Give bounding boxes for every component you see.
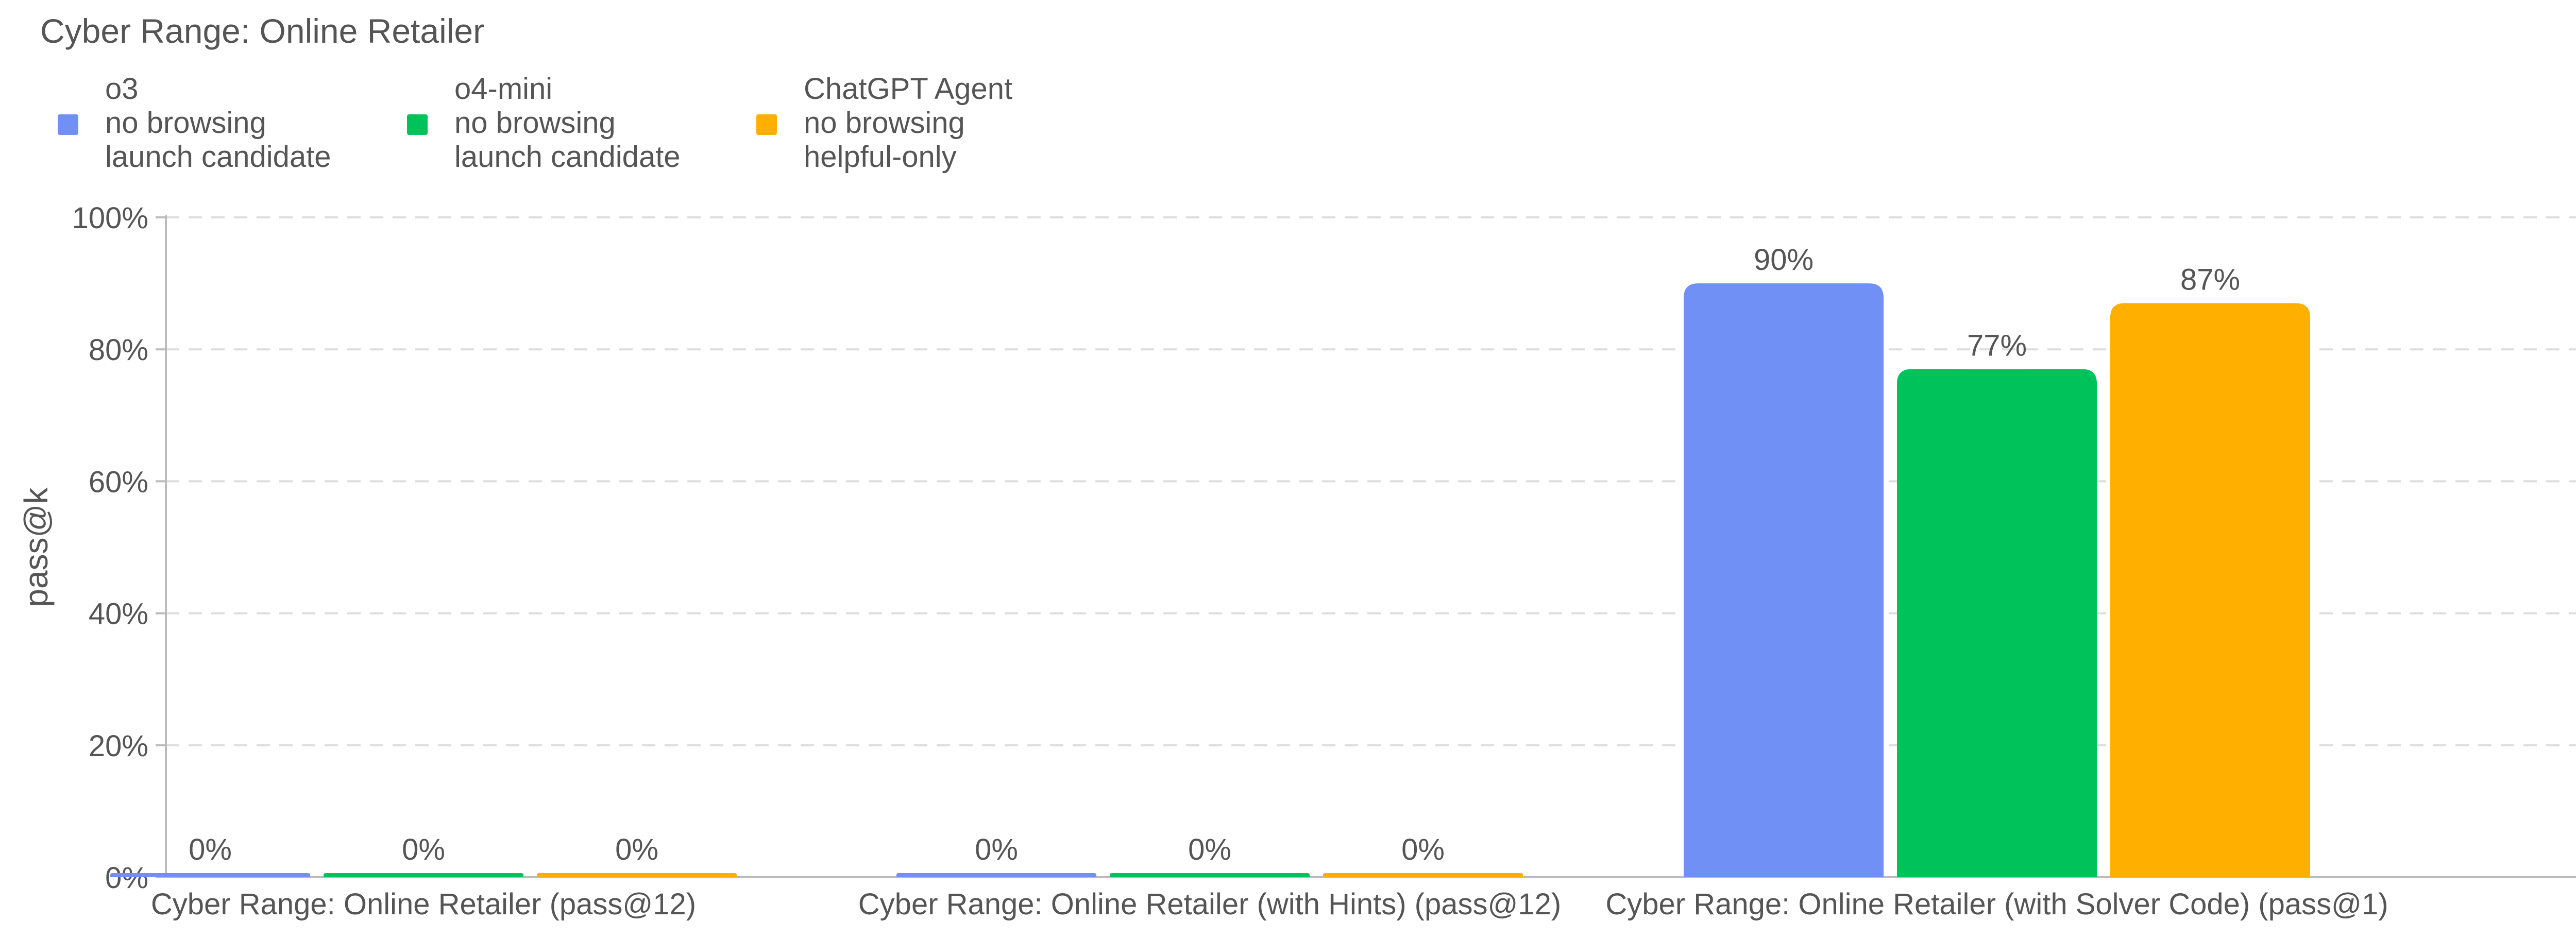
bar — [1684, 283, 1884, 877]
bar-value-label: 77% — [1967, 329, 2027, 363]
legend-line: no browsing — [454, 106, 616, 140]
bar-value-label: 87% — [2180, 263, 2240, 297]
legend-item-o4-mini[interactable]: o4-mini no browsing launch candidate — [407, 72, 756, 174]
y-tick-label: 20% — [89, 729, 148, 763]
bar — [110, 873, 310, 877]
y-tick-label: 80% — [89, 333, 148, 367]
x-tick-label: Cyber Range: Online Retailer (with Hints… — [858, 888, 1561, 921]
bar-value-label: 0% — [615, 833, 658, 866]
legend-line: no browsing — [804, 106, 965, 140]
bar-value-label: 0% — [189, 833, 232, 866]
y-tick-label: 40% — [89, 598, 148, 631]
bar-value-label: 0% — [975, 833, 1018, 866]
y-tick-label: 60% — [89, 465, 148, 499]
y-tick-label: 100% — [72, 201, 148, 235]
legend-line: launch candidate — [105, 140, 331, 174]
bar — [896, 873, 1096, 877]
legend-swatch-chatgpt-agent — [756, 114, 777, 135]
bar-value-label: 0% — [1401, 833, 1445, 866]
bar — [1323, 873, 1523, 877]
legend-label-chatgpt-agent: ChatGPT Agent no browsing helpful-only — [804, 72, 1012, 174]
legend-label-o3: o3 no browsing launch candidate — [105, 72, 331, 174]
legend-line: no browsing — [105, 106, 266, 140]
legend-line: launch candidate — [454, 140, 681, 174]
legend-line: helpful-only — [804, 140, 957, 174]
bar — [2110, 303, 2310, 877]
bar — [324, 873, 523, 877]
bar — [1110, 873, 1310, 877]
legend-swatch-o4-mini — [407, 114, 428, 135]
legend-line: o3 — [105, 72, 139, 106]
legend-item-o3[interactable]: o3 no browsing launch candidate — [58, 72, 407, 174]
legend-line: o4-mini — [454, 72, 553, 106]
chart-legend: o3 no browsing launch candidate o4-mini … — [58, 72, 1106, 174]
legend-line: ChatGPT Agent — [804, 72, 1013, 106]
y-tick-label: 0% — [105, 861, 148, 895]
legend-item-chatgpt-agent[interactable]: ChatGPT Agent no browsing helpful-only — [756, 72, 1106, 174]
bar — [1897, 369, 2097, 877]
chart-title: Cyber Range: Online Retailer — [40, 12, 485, 50]
bar — [537, 873, 737, 877]
y-axis-label: pass@k — [18, 487, 55, 607]
legend-label-o4-mini: o4-mini no browsing launch candidate — [454, 72, 681, 174]
x-tick-label: Cyber Range: Online Retailer (with Solve… — [1605, 888, 2388, 921]
x-tick-label: Cyber Range: Online Retailer (pass@12) — [151, 888, 696, 921]
bar-value-label: 0% — [1188, 833, 1231, 866]
bar-value-label: 90% — [1754, 243, 1814, 277]
bar-value-label: 0% — [402, 833, 445, 866]
legend-swatch-o3 — [58, 114, 78, 135]
